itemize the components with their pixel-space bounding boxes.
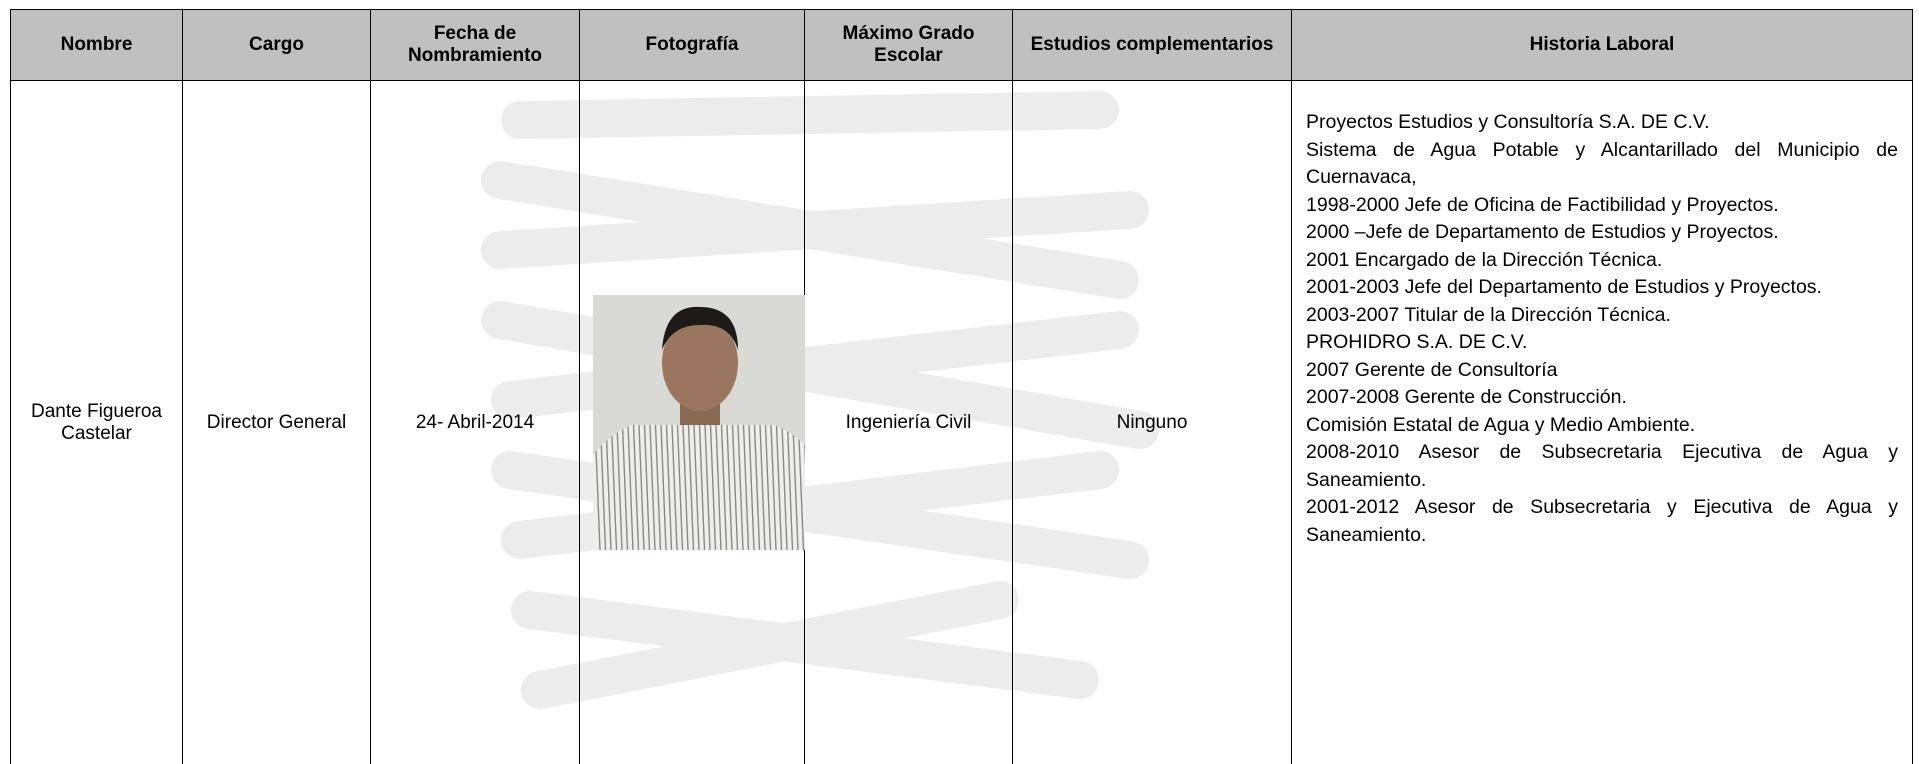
column-header: Estudios complementarios [1013, 10, 1292, 81]
history-line: 2000 –Jefe de Departamento de Estudios y… [1306, 219, 1898, 247]
history-line: 2007 Gerente de Consultoría [1306, 357, 1898, 385]
history-line: Comisión Estatal de Agua y Medio Ambient… [1306, 412, 1898, 440]
cell: Dante Figueroa Castelar [11, 81, 183, 764]
cell: Director General [183, 81, 371, 764]
history-line: 2008-2010 Asesor de Subsecretaria Ejecut… [1306, 439, 1898, 494]
photo [580, 95, 805, 750]
history-line: 2003-2007 Titular de la Dirección Técnic… [1306, 302, 1898, 330]
column-header: Fotografía [580, 10, 805, 81]
history-line: 1998-2000 Jefe de Oficina de Factibilida… [1306, 192, 1898, 220]
history-line: Sistema de Agua Potable y Alcantarillado… [1306, 137, 1898, 192]
history-cell: Proyectos Estudios y Consultoría S.A. DE… [1292, 81, 1913, 764]
history-line: Proyectos Estudios y Consultoría S.A. DE… [1306, 109, 1898, 137]
column-header: Fecha de Nombramiento [371, 10, 580, 81]
cell: Ninguno [1013, 81, 1292, 764]
cell: Ingeniería Civil [805, 81, 1013, 764]
cell: 24- Abril-2014 [371, 81, 580, 764]
column-header: Cargo [183, 10, 371, 81]
history-line: 2001-2012 Asesor de Subsecretaria y Ejec… [1306, 494, 1898, 549]
column-header: Historia Laboral [1292, 10, 1913, 81]
photo-cell [580, 81, 805, 764]
column-header: Máximo Grado Escolar [805, 10, 1013, 81]
history-line: PROHIDRO S.A. DE C.V. [1306, 329, 1898, 357]
history-line: 2007-2008 Gerente de Construcción. [1306, 384, 1898, 412]
column-header: Nombre [11, 10, 183, 81]
history-line: 2001-2003 Jefe del Departamento de Estud… [1306, 274, 1898, 302]
history-line: 2001 Encargado de la Dirección Técnica. [1306, 247, 1898, 275]
